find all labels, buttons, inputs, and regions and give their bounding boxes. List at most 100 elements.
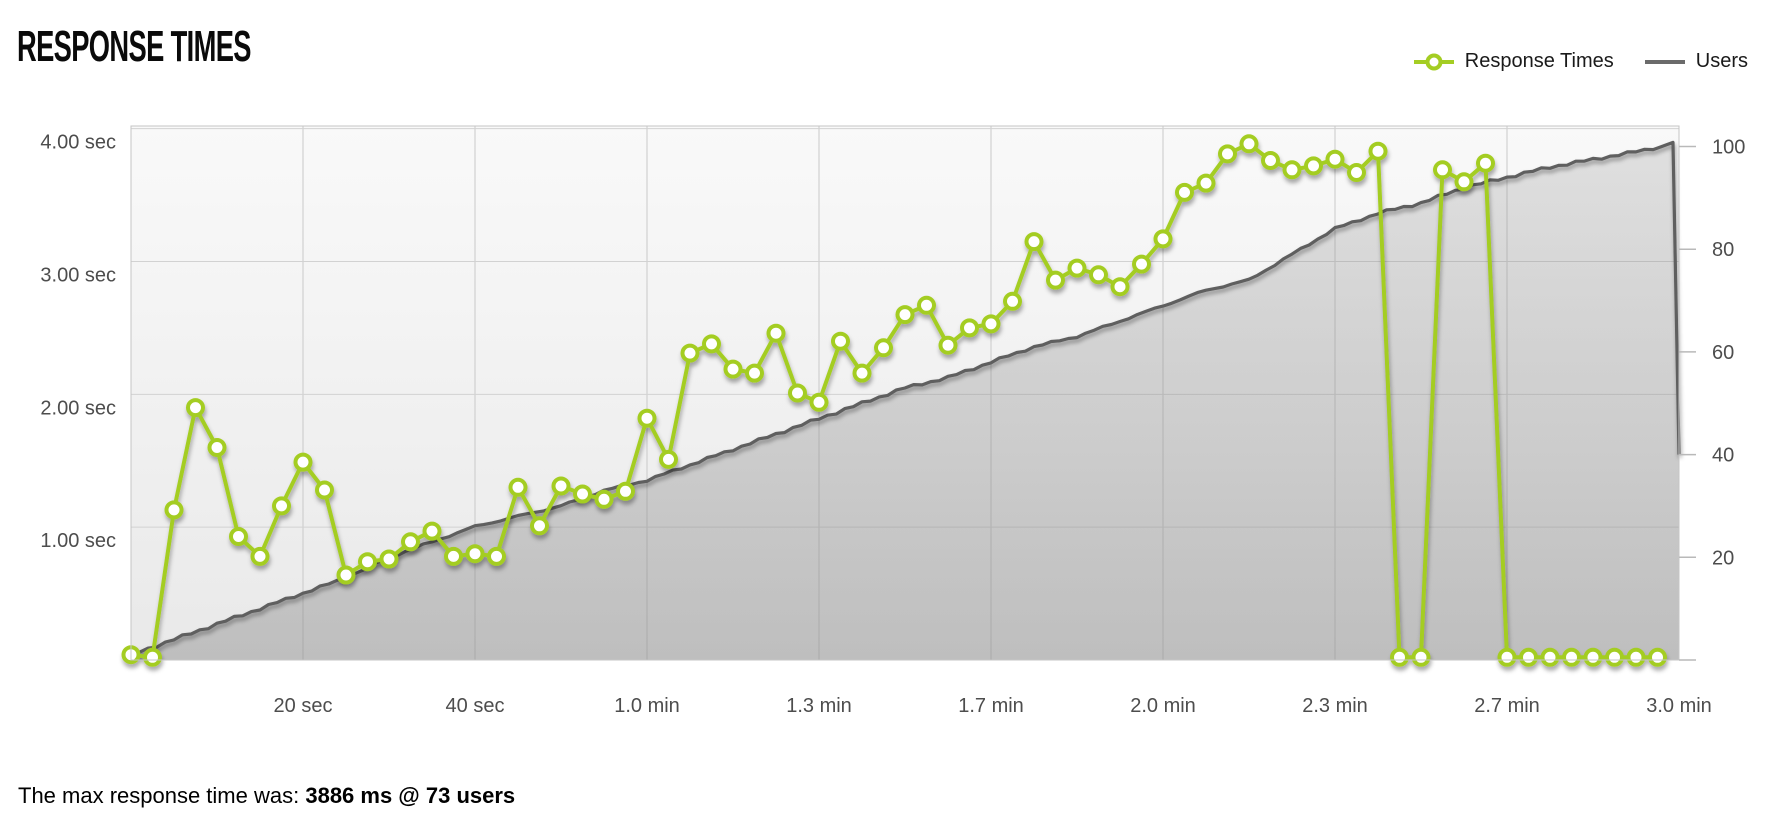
- response-marker[interactable]: [1368, 141, 1388, 161]
- x-axis-label: 1.3 min: [786, 695, 852, 717]
- y-axis-right-label: 60: [1712, 342, 1734, 364]
- response-marker[interactable]: [1562, 647, 1581, 667]
- response-marker[interactable]: [831, 331, 850, 351]
- response-marker[interactable]: [960, 318, 979, 338]
- legend: Response Times Users: [1413, 50, 1748, 73]
- response-marker[interactable]: [1218, 144, 1237, 164]
- response-marker[interactable]: [616, 481, 635, 501]
- response-marker[interactable]: [250, 546, 270, 566]
- response-marker[interactable]: [186, 398, 205, 418]
- response-marker[interactable]: [1347, 163, 1366, 182]
- x-axis-label: 2.0 min: [1130, 695, 1196, 717]
- legend-item-response-times[interactable]: Response Times: [1413, 50, 1614, 73]
- x-axis-label: 2.7 min: [1474, 695, 1540, 717]
- response-marker[interactable]: [809, 392, 829, 412]
- response-marker[interactable]: [1196, 173, 1216, 193]
- response-marker[interactable]: [207, 438, 227, 457]
- response-times-chart: 1.00 sec 2.00 sec 3.00 sec 4.00 sec 20 40 60 80…: [40, 125, 1745, 717]
- response-marker[interactable]: [938, 335, 958, 355]
- response-marker[interactable]: [1110, 277, 1130, 297]
- response-marker[interactable]: [1540, 647, 1560, 667]
- response-marker[interactable]: [293, 452, 313, 472]
- response-marker[interactable]: [745, 363, 764, 383]
- response-marker[interactable]: [1261, 151, 1280, 170]
- response-marker[interactable]: [508, 477, 528, 497]
- response-marker[interactable]: [379, 549, 399, 569]
- response-marker[interactable]: [1089, 265, 1108, 285]
- response-marker[interactable]: [852, 363, 872, 383]
- response-marker[interactable]: [487, 546, 506, 566]
- response-marker[interactable]: [895, 305, 915, 325]
- response-marker[interactable]: [659, 449, 678, 469]
- response-marker[interactable]: [1175, 182, 1194, 202]
- max-response-note: The max response time was: 3886 ms @ 73 …: [18, 783, 515, 809]
- response-marker[interactable]: [1648, 647, 1667, 667]
- response-marker[interactable]: [680, 343, 700, 363]
- response-marker[interactable]: [1003, 291, 1022, 311]
- response-marker[interactable]: [551, 476, 571, 496]
- response-marker[interactable]: [788, 383, 807, 403]
- response-marker[interactable]: [1433, 160, 1452, 180]
- response-marker[interactable]: [702, 334, 721, 354]
- response-marker[interactable]: [1605, 647, 1624, 667]
- response-marker[interactable]: [1024, 232, 1044, 252]
- response-marker[interactable]: [1067, 258, 1087, 278]
- y-axis-left-label: 3.00 sec: [40, 264, 116, 286]
- response-marker[interactable]: [917, 295, 936, 315]
- response-marker[interactable]: [1497, 647, 1517, 667]
- response-marker[interactable]: [723, 359, 743, 379]
- response-marker[interactable]: [1282, 160, 1302, 180]
- response-marker[interactable]: [229, 527, 248, 546]
- y-axis-left-label: 1.00 sec: [40, 530, 116, 552]
- legend-item-label: Response Times: [1464, 50, 1614, 72]
- response-marker[interactable]: [1411, 647, 1431, 667]
- response-times-swatch-icon: [1413, 53, 1454, 70]
- y-axis-left-label: 2.00 sec: [40, 397, 116, 419]
- y-axis-right-label: 80: [1712, 239, 1734, 261]
- response-marker[interactable]: [637, 408, 657, 428]
- response-marker[interactable]: [981, 314, 1001, 334]
- response-marker[interactable]: [444, 546, 463, 566]
- response-marker[interactable]: [1626, 647, 1646, 667]
- max-response-value: 3886 ms @ 73 users: [305, 783, 516, 808]
- y-axis-right-label: 100: [1712, 137, 1745, 159]
- response-marker[interactable]: [1325, 149, 1345, 169]
- response-marker[interactable]: [401, 532, 420, 552]
- response-marker[interactable]: [336, 565, 356, 585]
- response-marker[interactable]: [1390, 647, 1409, 667]
- response-marker[interactable]: [530, 516, 549, 536]
- response-marker[interactable]: [315, 480, 334, 500]
- max-response-label: The max response time was:: [18, 783, 306, 808]
- y-axis-right-label: 40: [1712, 445, 1734, 467]
- legend-item-label: Users: [1695, 50, 1748, 72]
- response-marker[interactable]: [465, 544, 485, 564]
- x-axis-label: 3.0 min: [1646, 695, 1712, 717]
- x-axis-label: 1.7 min: [958, 695, 1024, 717]
- response-marker[interactable]: [1583, 647, 1603, 667]
- response-marker[interactable]: [272, 496, 291, 516]
- y-axis-right-label: 20: [1712, 547, 1734, 569]
- response-marker[interactable]: [143, 647, 162, 667]
- x-axis-label: 1.0 min: [614, 695, 680, 717]
- response-marker[interactable]: [1476, 153, 1495, 173]
- response-times-series: [121, 134, 1667, 667]
- response-marker[interactable]: [1153, 229, 1173, 249]
- response-marker[interactable]: [358, 552, 377, 572]
- response-marker[interactable]: [1132, 254, 1151, 274]
- response-marker[interactable]: [1519, 647, 1538, 667]
- x-axis-label: 40 sec: [446, 695, 505, 717]
- response-marker[interactable]: [1454, 172, 1474, 192]
- response-marker[interactable]: [573, 484, 592, 504]
- response-marker[interactable]: [1046, 270, 1065, 290]
- response-marker[interactable]: [422, 521, 442, 541]
- response-marker[interactable]: [1304, 156, 1323, 176]
- response-marker[interactable]: [766, 323, 786, 343]
- y-axis-left-label: 4.00 sec: [40, 132, 116, 154]
- legend-item-users[interactable]: Users: [1644, 50, 1748, 73]
- response-marker[interactable]: [164, 500, 184, 520]
- response-marker[interactable]: [594, 489, 614, 509]
- page-title: RESPONSE TIMES: [17, 22, 251, 71]
- response-marker[interactable]: [1239, 134, 1259, 154]
- response-marker[interactable]: [874, 338, 893, 358]
